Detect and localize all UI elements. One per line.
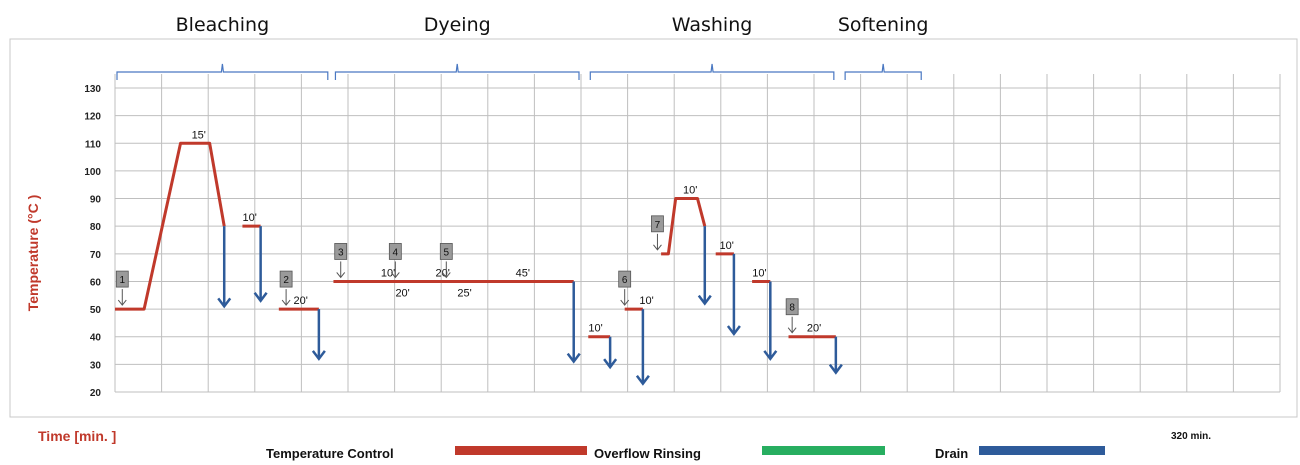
drain-arrowhead xyxy=(253,292,268,303)
duration-label: 10' xyxy=(719,240,733,252)
total-time-label: 320 min. xyxy=(1171,431,1211,442)
phase-label: Softening xyxy=(838,14,929,36)
phase-labels: Bleaching Dyeing Washing Softening xyxy=(176,14,929,36)
phase-braces xyxy=(116,63,922,80)
step-arrowhead xyxy=(620,299,630,306)
y-tick-label: 60 xyxy=(90,277,102,288)
duration-label: 15' xyxy=(192,129,206,141)
y-axis-label: Temperature (°C ) xyxy=(25,195,41,312)
step-arrowhead xyxy=(653,244,662,251)
temperature-segment xyxy=(661,197,707,256)
step-marker xyxy=(388,243,402,260)
drain-arrowhead xyxy=(311,350,326,361)
step-marker xyxy=(651,215,664,233)
temperature-segment xyxy=(115,141,226,311)
step-arrowhead xyxy=(281,299,291,306)
y-tick-label: 30 xyxy=(90,360,102,371)
step-arrowhead xyxy=(336,272,346,279)
step-marker xyxy=(334,243,348,260)
phase-brace xyxy=(589,63,835,80)
step-arrowhead xyxy=(787,327,797,334)
y-tick-label: 50 xyxy=(90,305,102,316)
duration-label: 20' xyxy=(807,323,821,335)
phase-label: Washing xyxy=(672,14,753,36)
drain-arrowhead xyxy=(726,325,741,337)
step-marker xyxy=(618,270,632,288)
duration-label: 10' xyxy=(752,267,766,279)
drain-arrowhead xyxy=(566,352,581,364)
step-number: 8 xyxy=(789,303,795,314)
step-marker xyxy=(279,270,293,288)
y-tick-label: 20 xyxy=(90,388,102,399)
y-tick-label: 90 xyxy=(90,195,102,206)
step-number: 5 xyxy=(444,247,450,258)
duration-label: 20' xyxy=(395,287,409,299)
y-tick-label: 120 xyxy=(84,112,101,123)
step-marker xyxy=(115,270,129,288)
legend-drain-label: Drain xyxy=(935,446,968,461)
step-number: 2 xyxy=(283,275,289,286)
step-number: 6 xyxy=(622,275,628,286)
step-marker xyxy=(785,298,799,316)
drain-arrowhead xyxy=(603,358,618,370)
duration-label: 10' xyxy=(639,295,653,307)
y-tick-label: 130 xyxy=(84,84,101,95)
drain-arrowhead xyxy=(828,363,843,375)
y-tick-labels: 130 120 110 100 90 80 70 60 50 40 30 20 xyxy=(84,84,101,399)
step-number: 3 xyxy=(338,247,344,258)
duration-label: 10' xyxy=(243,212,257,224)
legend-drain-swatch xyxy=(979,446,1105,455)
step-number: 4 xyxy=(393,247,399,258)
step-arrowhead xyxy=(390,272,400,279)
step-arrowhead xyxy=(117,299,127,306)
y-tick-label: 70 xyxy=(90,250,102,261)
drain-arrowhead xyxy=(697,294,712,306)
legend: Temperature Control Overflow Rinsing Dra… xyxy=(266,446,1105,461)
step-arrowhead xyxy=(441,272,451,279)
duration-label: 10' xyxy=(381,267,395,279)
duration-label: 10' xyxy=(683,185,697,197)
duration-label: 45' xyxy=(516,267,530,279)
phase-brace xyxy=(844,63,922,80)
legend-rinsing-label: Overflow Rinsing xyxy=(594,446,701,461)
step-number: 7 xyxy=(655,220,661,231)
duration-label: 10' xyxy=(588,323,602,335)
y-tick-label: 110 xyxy=(85,139,102,150)
x-axis-label: Time [min. ] xyxy=(38,428,116,444)
duration-label: 25' xyxy=(457,287,471,299)
phase-label: Bleaching xyxy=(176,14,270,36)
legend-rinsing-swatch xyxy=(762,446,885,455)
y-tick-label: 100 xyxy=(84,167,101,178)
phase-brace xyxy=(334,63,580,80)
phase-label: Dyeing xyxy=(424,14,491,36)
y-tick-label: 40 xyxy=(90,333,102,344)
step-marker xyxy=(439,243,453,260)
series xyxy=(115,141,843,386)
drain-arrowhead xyxy=(635,374,650,386)
step-number: 1 xyxy=(120,275,126,286)
annotations: 15'10'20'10'20'20'25'45'10'10'10'10'10'2… xyxy=(115,129,821,335)
legend-temperature-label: Temperature Control xyxy=(266,446,394,461)
y-tick-label: 80 xyxy=(90,222,102,233)
drain-arrowhead xyxy=(763,350,778,361)
phase-brace xyxy=(116,63,329,80)
legend-temperature-swatch xyxy=(455,446,587,455)
duration-label: 20' xyxy=(294,295,308,307)
drain-arrowhead xyxy=(217,297,232,309)
